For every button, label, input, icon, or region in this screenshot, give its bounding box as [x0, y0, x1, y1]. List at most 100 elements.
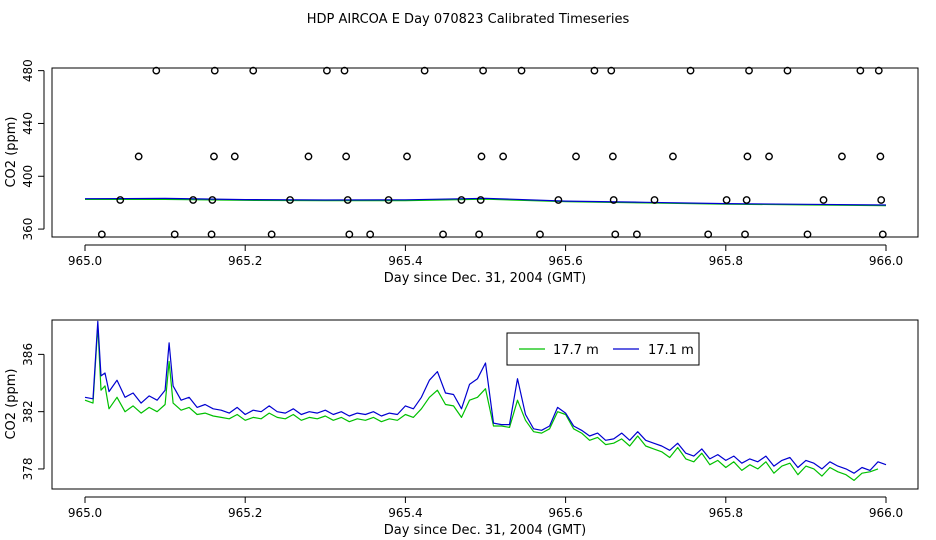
calibration-point: [189, 196, 198, 204]
bottom-y-tick-label: 378: [21, 457, 35, 480]
top-x-tick-label: 965.2: [228, 254, 262, 268]
top-x-tick-label: 965.0: [68, 254, 102, 268]
calibration-point: [345, 230, 354, 239]
calibration-point: [722, 196, 731, 204]
bottom-series-17-1-m-line: [84, 320, 887, 474]
bottom-series-17-7-m-line: [84, 325, 879, 481]
top-y-axis-label: CO2 (ppm): [4, 116, 19, 187]
calibration-point: [741, 230, 749, 239]
calibration-point: [304, 152, 313, 161]
top-y-tick-label: 360: [21, 218, 35, 241]
calibration-point: [479, 66, 487, 75]
calibration-point: [572, 152, 580, 161]
calibration-point: [743, 152, 752, 161]
calibration-point: [420, 66, 429, 75]
chart-title: HDP AIRCOA E Day 070823 Calibrated Times…: [307, 12, 630, 27]
calibration-point: [765, 152, 773, 161]
calibration-point: [608, 152, 617, 161]
calibration-point: [323, 66, 331, 75]
legend-label-17-7m: 17.7 m: [553, 343, 599, 358]
calibration-point: [134, 152, 143, 161]
calibration-point: [230, 152, 239, 161]
calibration-point: [403, 152, 411, 161]
calibration-point: [632, 230, 641, 239]
calibration-point: [286, 196, 294, 204]
calibration-point: [803, 230, 812, 239]
bottom-series-lines: [84, 320, 887, 481]
calibration-point: [210, 66, 219, 75]
bottom-panel: 965.0 965.2 965.4 965.6 965.8 966.0 378 382 386…: [4, 319, 919, 538]
calibration-point: [97, 230, 106, 239]
calibration-point: [876, 152, 885, 161]
calibration-point: [611, 230, 620, 239]
calibration-point: [517, 66, 526, 75]
calibration-point: [477, 152, 486, 161]
top-x-tick-label: 965.8: [709, 254, 743, 268]
calibration-point: [878, 230, 887, 239]
top-y-tick-label: 400: [21, 165, 35, 188]
top-calibration-points: [97, 66, 887, 239]
calibration-point: [170, 230, 179, 239]
legend-label-17-1m: 17.1 m: [648, 343, 694, 358]
bottom-plot-frame: [51, 319, 919, 490]
calibration-point: [686, 66, 695, 75]
calibration-point: [650, 196, 659, 204]
top-x-tick-label: 966.0: [869, 254, 903, 268]
calibration-point: [343, 196, 352, 204]
bottom-x-axis: 965.0 965.2 965.4 965.6 965.8 966.0: [68, 496, 903, 520]
calibration-point: [783, 66, 792, 75]
calibration-point: [745, 66, 753, 75]
top-y-tick-label: 440: [21, 112, 35, 135]
top-x-tick-label: 965.6: [548, 254, 582, 268]
bottom-x-tick-label: 966.0: [869, 506, 903, 520]
calibration-point: [249, 66, 258, 75]
top-series-lines: [84, 197, 887, 207]
calibration-point: [704, 230, 713, 239]
calibration-point: [874, 66, 883, 75]
calibration-point: [838, 152, 846, 161]
calibration-point: [742, 196, 751, 204]
calibration-point: [590, 66, 599, 75]
top-y-tick-label: 480: [21, 59, 35, 82]
bottom-x-tick-label: 965.4: [388, 506, 422, 520]
calibration-point: [499, 152, 508, 161]
calibration-point: [457, 196, 466, 204]
bottom-x-tick-label: 965.2: [228, 506, 262, 520]
bottom-y-tick-label: 386: [21, 343, 35, 366]
bottom-y-axis-label: CO2 (ppm): [4, 368, 19, 439]
legend: 17.7 m 17.1 m: [506, 332, 700, 366]
bottom-x-tick-label: 965.6: [548, 506, 582, 520]
bottom-x-tick-label: 965.8: [709, 506, 743, 520]
calibration-point: [609, 196, 618, 204]
bottom-y-tick-label: 382: [21, 400, 35, 423]
top-plot-frame: [51, 67, 919, 238]
bottom-x-axis-label: Day since Dec. 31, 2004 (GMT): [384, 523, 587, 538]
calibration-point: [669, 152, 677, 161]
calibration-point: [210, 152, 218, 161]
top-series-17-1-m-line: [84, 197, 887, 206]
top-x-axis-label: Day since Dec. 31, 2004 (GMT): [384, 271, 587, 286]
calibration-point: [207, 230, 216, 239]
calibration-point: [116, 196, 125, 204]
calibration-point: [439, 230, 447, 239]
bottom-x-tick-label: 965.0: [68, 506, 102, 520]
calibration-point: [384, 196, 393, 204]
calibration-point: [152, 66, 161, 75]
bottom-y-axis: 378 382 386: [21, 343, 45, 480]
calibration-point: [340, 66, 349, 75]
calibration-point: [819, 196, 828, 204]
calibration-point: [208, 196, 217, 204]
calibration-point: [536, 230, 544, 239]
calibration-point: [342, 152, 351, 161]
top-series-17-7-m-line: [85, 198, 887, 207]
calibration-point: [267, 230, 276, 239]
top-x-tick-label: 965.4: [388, 254, 422, 268]
calibration-point: [476, 196, 485, 204]
calibration-point: [475, 230, 483, 239]
calibration-point: [607, 66, 616, 75]
calibration-point: [554, 196, 563, 204]
calibration-point: [856, 66, 865, 75]
calibration-point: [366, 230, 375, 239]
calibration-point: [877, 196, 886, 204]
